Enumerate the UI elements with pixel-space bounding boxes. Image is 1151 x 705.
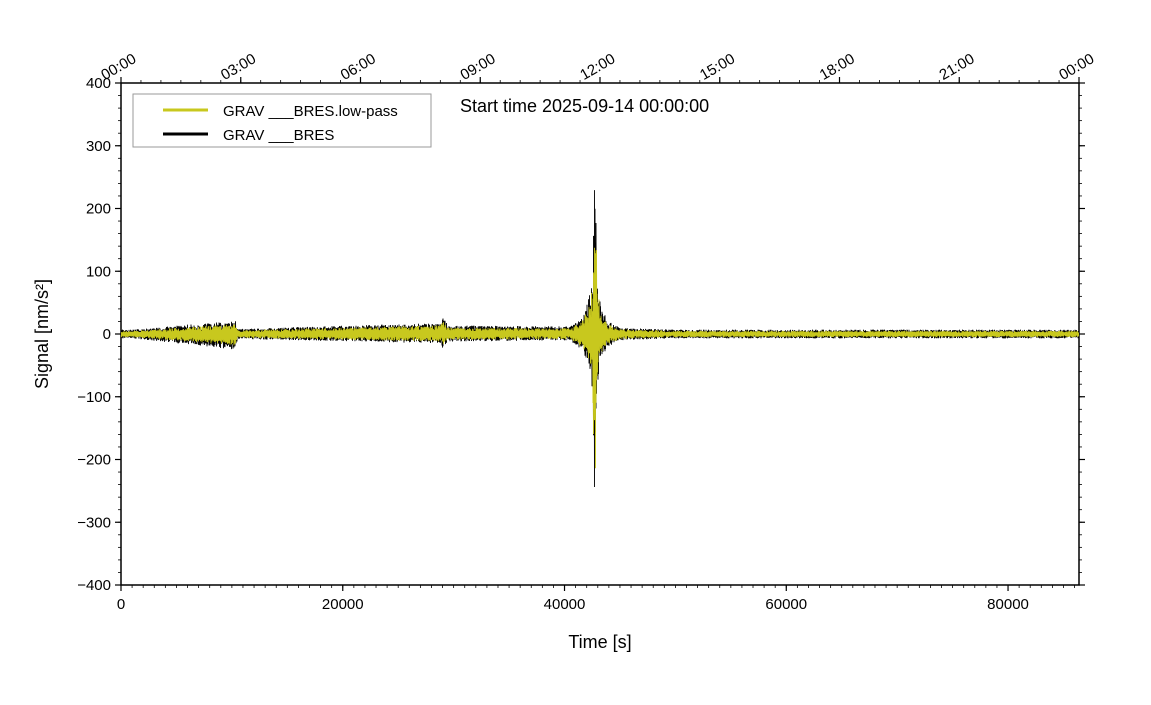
top-tick-label: 00:00 [1056,50,1097,83]
legend-label-low-pass: GRAV ___BRES.low-pass [223,103,398,120]
legend-box [132,93,432,148]
x-axis-label: Time [s] [568,632,631,652]
x-tick-label: 40000 [544,596,586,613]
top-tick-label: 15:00 [697,50,738,83]
y-tick-label: 200 [86,201,111,218]
top-tick-label: 00:00 [98,50,139,83]
x-axis: 0 20000 40000 60000 80000 [117,585,1075,613]
x-tick-label: 0 [117,596,125,613]
start-time-annotation: Start time 2025-09-14 00:00:00 [460,96,709,116]
right-axis [1079,82,1085,586]
y-tick-label: 300 [86,138,111,155]
y-tick-label: −200 [77,452,111,469]
traces [121,190,1079,488]
top-tick-label: 06:00 [338,50,379,83]
y-axis-label: Signal [nm/s²] [32,279,52,389]
top-tick-label: 09:00 [457,50,498,83]
top-time-axis: 00:00 03:00 06:00 09:00 12:00 15:00 18:00 21:00… [98,50,1097,83]
y-tick-label: −100 [77,389,111,406]
y-tick-label: −400 [77,577,111,594]
top-tick-label: 18:00 [817,50,858,83]
legend: GRAV ___BRES.low-pass GRAV ___BRES [132,93,432,148]
y-tick-label: 100 [86,263,111,280]
y-axis: −400 −300 −200 −100 0 100 200 300 400 [77,75,121,594]
top-tick-label: 03:00 [218,50,259,83]
y-tick-label: −300 [77,514,111,531]
legend-label-raw: GRAV ___BRES [223,127,334,144]
y-tick-label: 0 [103,326,111,343]
x-tick-label: 80000 [987,596,1029,613]
x-tick-label: 60000 [765,596,807,613]
series-trace-low-pass [121,247,1079,469]
top-tick-label: 12:00 [577,50,618,83]
x-tick-label: 20000 [322,596,364,613]
y-tick-label: 400 [86,75,111,92]
top-tick-label: 21:00 [936,50,977,83]
